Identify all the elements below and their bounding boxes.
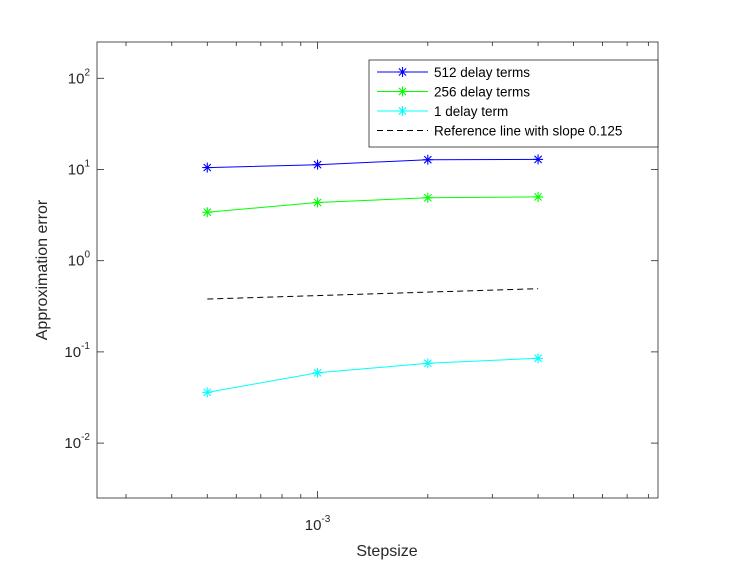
y-tick-label: 100: [68, 250, 91, 270]
data-point-marker: [312, 197, 323, 208]
legend-label-0: 512 delay terms: [434, 65, 530, 80]
x-tick-label: 10-3: [305, 514, 331, 534]
x-tick-exponent: -3: [321, 514, 330, 525]
y-tick-exponent: -2: [81, 432, 90, 443]
data-point-marker: [202, 387, 213, 398]
y-tick-exponent: 1: [84, 158, 90, 169]
data-point-marker: [397, 106, 408, 116]
marker-stroke: [398, 68, 407, 76]
series-line-1: [207, 196, 539, 213]
legend-label-1: 256 delay terms: [434, 85, 530, 100]
y-tick-label: 101: [68, 158, 91, 178]
y-tick-base: 10: [68, 70, 85, 87]
y-tick-base: 10: [64, 344, 81, 361]
marker-stroke: [313, 160, 322, 169]
series-line-0: [207, 158, 539, 169]
marker-stroke: [313, 198, 322, 207]
marker-stroke: [398, 107, 407, 115]
data-point-marker: [422, 192, 433, 203]
legend-box: [368, 59, 659, 148]
data-point-marker: [533, 154, 544, 165]
y-tick-label: 102: [68, 67, 91, 87]
x-axis-label: Stepsize: [356, 543, 417, 560]
series-line-3: [207, 288, 539, 300]
y-tick-label: 10-1: [64, 341, 90, 361]
data-point-marker: [202, 207, 213, 218]
legend: 512 delay terms 256 delay terms 1 delay te…: [368, 59, 659, 148]
marker-stroke: [203, 388, 212, 397]
data-point-marker: [422, 358, 433, 369]
legend-label-3: Reference line with slope 0.125: [434, 124, 622, 139]
y-tick-exponent: 2: [84, 67, 90, 78]
data-point-marker: [397, 67, 408, 77]
marker-stroke: [313, 368, 322, 377]
data-point-marker: [397, 86, 408, 97]
marker-stroke: [534, 354, 543, 363]
y-tick-label: 10-2: [64, 432, 90, 452]
series-line-2: [207, 357, 539, 393]
marker-stroke: [423, 155, 432, 164]
data-point-marker: [312, 367, 323, 378]
marker-stroke: [534, 155, 543, 164]
marker-stroke: [423, 359, 432, 368]
marker-stroke: [203, 208, 212, 217]
data-point-marker: [202, 162, 213, 173]
data-point-marker: [533, 191, 544, 202]
marker-stroke: [534, 192, 543, 201]
data-point-marker: [533, 353, 544, 364]
data-point-marker: [422, 154, 433, 165]
y-tick-exponent: -1: [81, 341, 90, 352]
legend-label-2: 1 delay term: [434, 104, 508, 119]
y-tick-base: 10: [68, 161, 85, 178]
marker-stroke: [423, 193, 432, 202]
y-tick-base: 10: [64, 435, 81, 452]
y-axis-label: Approximation error: [34, 199, 51, 340]
marker-stroke: [398, 87, 407, 96]
y-tick-exponent: 0: [84, 250, 90, 261]
marker-stroke: [203, 163, 212, 172]
x-tick-base: 10: [305, 517, 322, 534]
data-point-marker: [312, 159, 323, 170]
y-tick-base: 10: [68, 253, 85, 270]
